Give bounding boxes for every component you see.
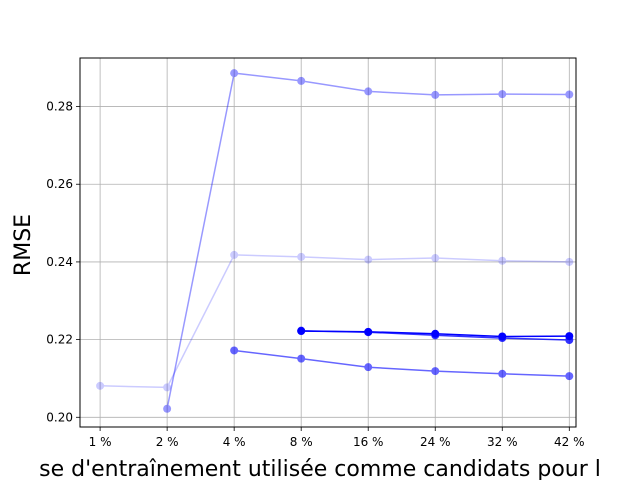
data-point (163, 404, 172, 413)
x-tick-label: 24 % (420, 435, 451, 449)
data-point (431, 329, 440, 338)
y-axis-title: RMSE (11, 214, 36, 276)
y-tick-label: 0.24 (46, 255, 73, 269)
x-tick-label: 1 % (89, 435, 112, 449)
data-point (431, 254, 440, 263)
data-point (364, 327, 373, 336)
data-point (297, 354, 306, 363)
data-point (230, 346, 239, 355)
y-tick-label: 0.26 (46, 177, 73, 191)
data-point (431, 367, 440, 376)
data-point (364, 363, 373, 372)
y-axis: 0.20 0.22 0.24 0.26 0.28 (46, 100, 80, 424)
data-point (297, 252, 306, 261)
data-point (364, 255, 373, 264)
x-tick-label: 8 % (290, 435, 313, 449)
data-point (230, 69, 239, 78)
data-point (565, 332, 574, 341)
series-line (100, 254, 570, 389)
series-line (166, 72, 570, 409)
x-axis: 1 % 2 % 4 % 8 % 16 % 24 % 32 % 42 % (89, 427, 585, 449)
y-tick-label: 0.22 (46, 333, 73, 347)
series-line (234, 349, 570, 377)
y-tick-label: 0.20 (46, 410, 73, 424)
series-1 (96, 250, 574, 392)
grid-lines (80, 58, 576, 427)
data-point (96, 381, 105, 390)
plot-background (80, 58, 576, 427)
data-point (565, 372, 574, 381)
series-2 (163, 69, 574, 413)
y-tick-label: 0.28 (46, 100, 73, 114)
data-point (297, 327, 306, 336)
x-tick-label: 4 % (223, 435, 246, 449)
x-tick-label: 16 % (353, 435, 384, 449)
data-point (498, 90, 507, 99)
x-tick-label: 32 % (487, 435, 518, 449)
data-point (431, 90, 440, 99)
data-point (230, 250, 239, 259)
x-tick-label: 42 % (554, 435, 585, 449)
x-tick-label: 2 % (156, 435, 179, 449)
series-5 (297, 327, 574, 341)
series-3 (230, 346, 574, 381)
data-point (565, 90, 574, 99)
plot-frame (79, 57, 577, 428)
data-point (297, 76, 306, 85)
series-layer (96, 69, 574, 413)
x-axis-title: se d'entraînement utilisée comme candida… (39, 457, 601, 480)
data-point (498, 369, 507, 378)
data-point (498, 256, 507, 265)
data-point (565, 257, 574, 266)
data-point (364, 87, 373, 96)
data-point (163, 383, 172, 392)
data-point (498, 332, 507, 341)
